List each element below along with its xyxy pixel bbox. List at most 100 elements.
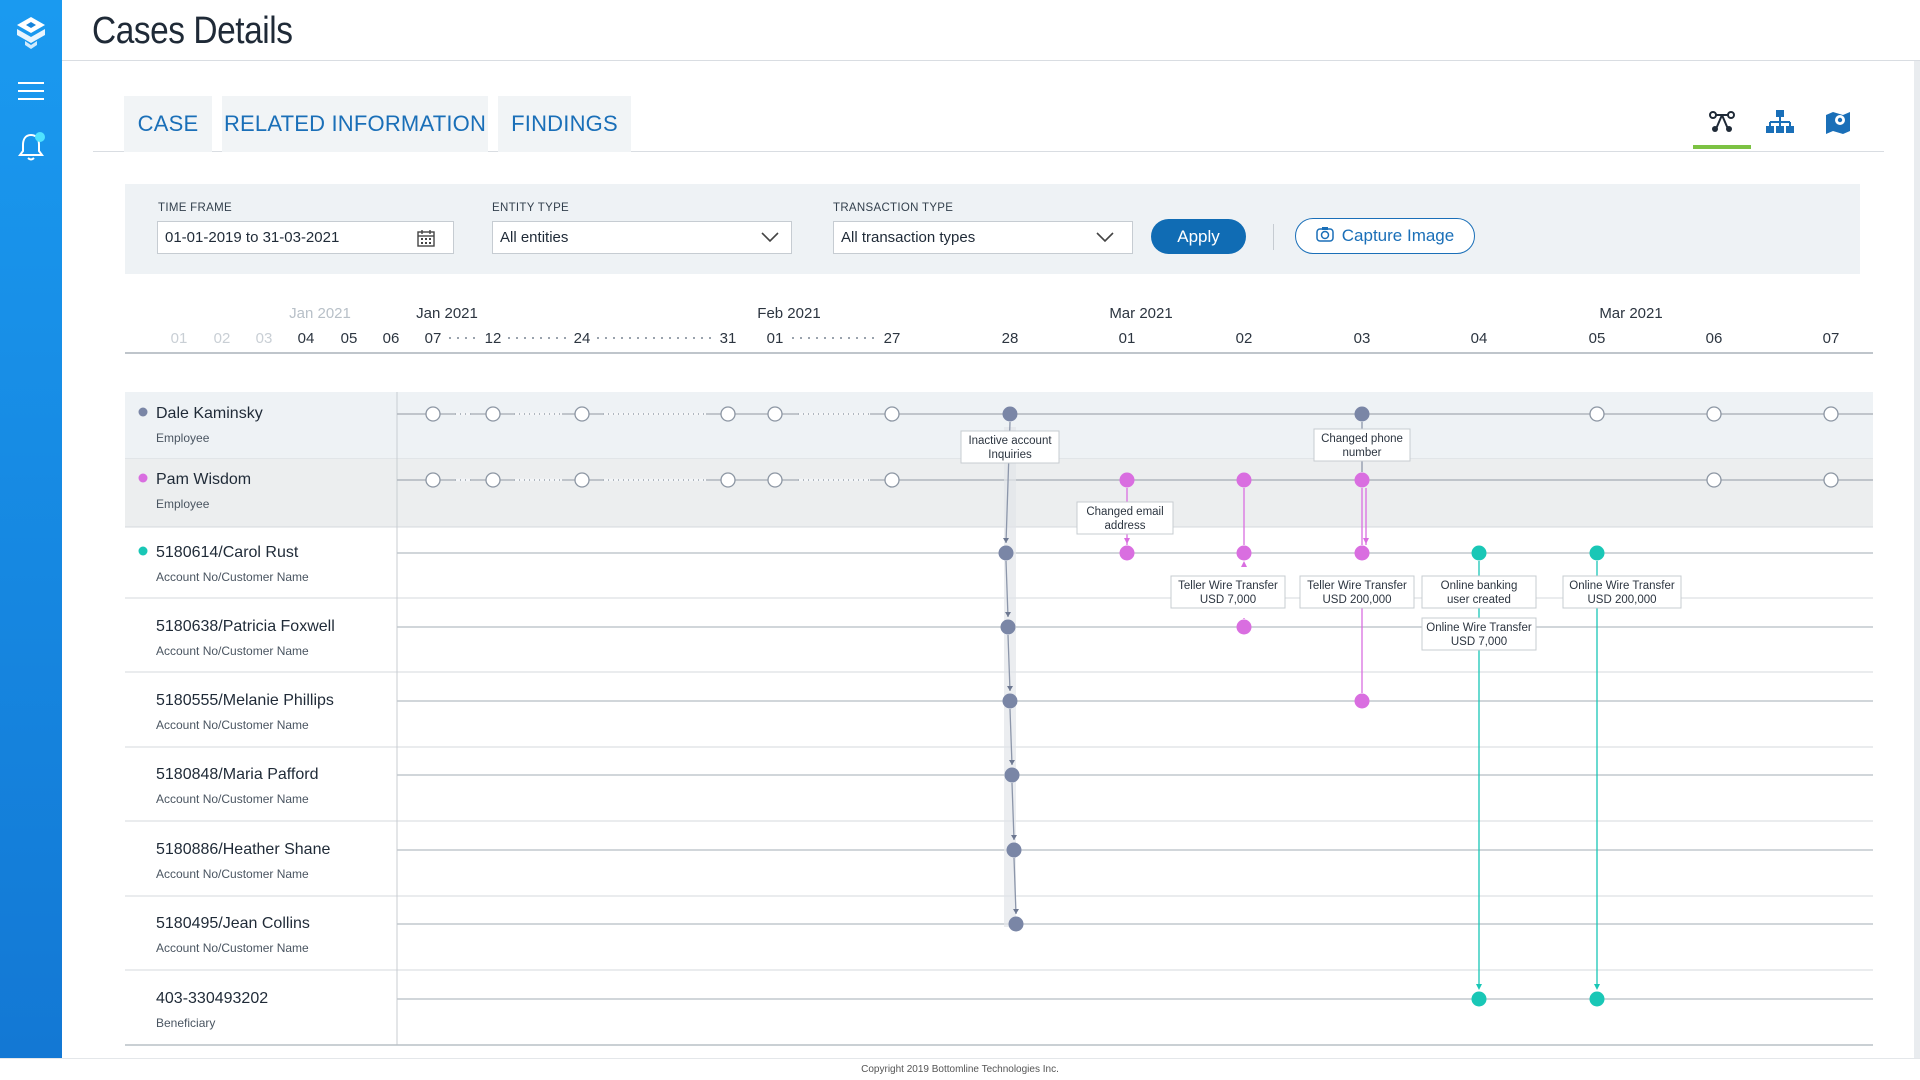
empty-event-node[interactable]	[1706, 406, 1722, 422]
empty-event-node[interactable]	[485, 406, 501, 422]
event-label-line1: Teller Wire Transfer	[1307, 580, 1407, 592]
filled-event-node[interactable]	[1589, 991, 1605, 1007]
entity-name[interactable]: 5180555/Melanie Phillips	[156, 692, 334, 709]
filled-event-node[interactable]	[1119, 472, 1135, 488]
empty-event-node[interactable]	[1589, 406, 1605, 422]
timeline-row-background	[125, 459, 1873, 527]
entity-name[interactable]: 5180848/Maria Pafford	[156, 766, 318, 783]
timeline-month-label: Jan 2021	[289, 305, 351, 322]
filled-event-node[interactable]	[1002, 406, 1018, 422]
calendar-icon[interactable]	[417, 229, 435, 251]
entity-type: Account No/Customer Name	[156, 792, 309, 806]
logo-icon[interactable]	[0, 14, 62, 52]
empty-event-node[interactable]	[884, 472, 900, 488]
timeline-day-label: 06	[383, 330, 400, 347]
entity-color-dot	[138, 407, 148, 417]
empty-event-node[interactable]	[574, 472, 590, 488]
entity-type: Beneficiary	[156, 1016, 215, 1030]
filled-event-node[interactable]	[1589, 545, 1605, 561]
entity-type-select[interactable]: All entities	[492, 221, 792, 254]
empty-event-node[interactable]	[1706, 472, 1722, 488]
filled-event-node[interactable]	[1354, 472, 1370, 488]
filled-event-node[interactable]	[1006, 842, 1022, 858]
tab-findings[interactable]: FINDINGS	[498, 96, 631, 152]
link-arrow	[1005, 612, 1011, 617]
empty-event-node[interactable]	[574, 406, 590, 422]
link-arrow	[1007, 686, 1013, 691]
filled-event-node[interactable]	[1471, 991, 1487, 1007]
event-label-box	[960, 430, 1060, 464]
timeline-day-label: 31	[720, 330, 737, 347]
timeline-month-label: Mar 2021	[1109, 305, 1172, 322]
filled-event-node[interactable]	[1236, 545, 1252, 561]
filled-event-node[interactable]	[1002, 693, 1018, 709]
empty-event-node[interactable]	[720, 406, 736, 422]
timeline-view-icon[interactable]	[1702, 106, 1742, 138]
event-label-line1: Online banking	[1441, 580, 1518, 592]
time-frame-value: 01-01-2019 to 31-03-2021	[165, 229, 340, 246]
timeline-day-label: 27	[884, 330, 901, 347]
filled-event-node[interactable]	[1236, 472, 1252, 488]
transaction-type-select[interactable]: All transaction types	[833, 221, 1133, 254]
timeline-day-label: 05	[341, 330, 358, 347]
entity-name[interactable]: 5180614/Carol Rust	[156, 544, 299, 561]
hierarchy-view-icon[interactable]	[1760, 106, 1800, 138]
tab-related-information[interactable]: RELATED INFORMATION	[222, 96, 488, 152]
empty-event-node[interactable]	[485, 472, 501, 488]
event-label-box	[1562, 575, 1682, 609]
footer-divider	[0, 1058, 1920, 1059]
map-view-icon[interactable]	[1818, 106, 1858, 138]
empty-event-node[interactable]	[425, 406, 441, 422]
empty-event-node[interactable]	[425, 472, 441, 488]
apply-button[interactable]: Apply	[1151, 219, 1246, 254]
link-arrow	[1124, 538, 1130, 544]
empty-event-node[interactable]	[720, 472, 736, 488]
footer-copyright: Copyright 2019 Bottomline Technologies I…	[861, 1064, 1059, 1075]
timeline-day-label: 12	[485, 330, 502, 347]
capture-image-button[interactable]: Capture Image	[1295, 218, 1475, 254]
chevron-down-icon	[761, 230, 779, 247]
filled-event-node[interactable]	[1004, 767, 1020, 783]
timeline-day-label: 01	[171, 330, 188, 347]
filled-event-node[interactable]	[1008, 916, 1024, 932]
time-frame-input[interactable]: 01-01-2019 to 31-03-2021	[157, 221, 454, 254]
empty-event-node[interactable]	[1823, 472, 1839, 488]
empty-event-node[interactable]	[767, 406, 783, 422]
link-arrow	[1011, 835, 1017, 840]
event-label-box	[1313, 428, 1411, 462]
filled-event-node[interactable]	[1119, 545, 1135, 561]
timeline-day-label: 02	[214, 330, 231, 347]
link-line	[1013, 857, 1017, 915]
entity-type: Account No/Customer Name	[156, 941, 309, 955]
entity-name[interactable]: 5180495/Jean Collins	[156, 915, 310, 932]
filled-event-node[interactable]	[1236, 619, 1252, 635]
link-line	[1005, 560, 1009, 618]
tab-case[interactable]: CASE	[124, 96, 212, 152]
filled-event-node[interactable]	[1354, 406, 1370, 422]
entity-name[interactable]: 403-330493202	[156, 990, 268, 1007]
menu-icon[interactable]	[0, 78, 62, 104]
bell-icon[interactable]	[0, 130, 62, 164]
entity-name[interactable]: Dale Kaminsky	[156, 405, 263, 422]
event-label-line2: address	[1105, 520, 1146, 532]
filled-event-node[interactable]	[1354, 693, 1370, 709]
empty-event-node[interactable]	[767, 472, 783, 488]
filled-event-node[interactable]	[1354, 545, 1370, 561]
timeline-day-label: 04	[298, 330, 315, 347]
empty-event-node[interactable]	[1823, 406, 1839, 422]
filled-event-node[interactable]	[1471, 545, 1487, 561]
entity-type-value: All entities	[500, 229, 569, 246]
page-scrollbar[interactable]	[1914, 61, 1920, 1058]
entity-type: Account No/Customer Name	[156, 570, 309, 584]
entity-name[interactable]: Pam Wisdom	[156, 471, 251, 488]
timeline-day-label: 02	[1236, 330, 1253, 347]
filled-event-node[interactable]	[1000, 619, 1016, 635]
link-arrow	[1363, 538, 1369, 544]
filled-event-node[interactable]	[998, 545, 1014, 561]
timeline-day-label: 07	[425, 330, 442, 347]
entity-name[interactable]: 5180638/Patricia Foxwell	[156, 618, 335, 635]
event-label-box	[1076, 501, 1174, 535]
empty-event-node[interactable]	[884, 406, 900, 422]
camera-icon	[1316, 226, 1334, 247]
entity-name[interactable]: 5180886/Heather Shane	[156, 841, 330, 858]
